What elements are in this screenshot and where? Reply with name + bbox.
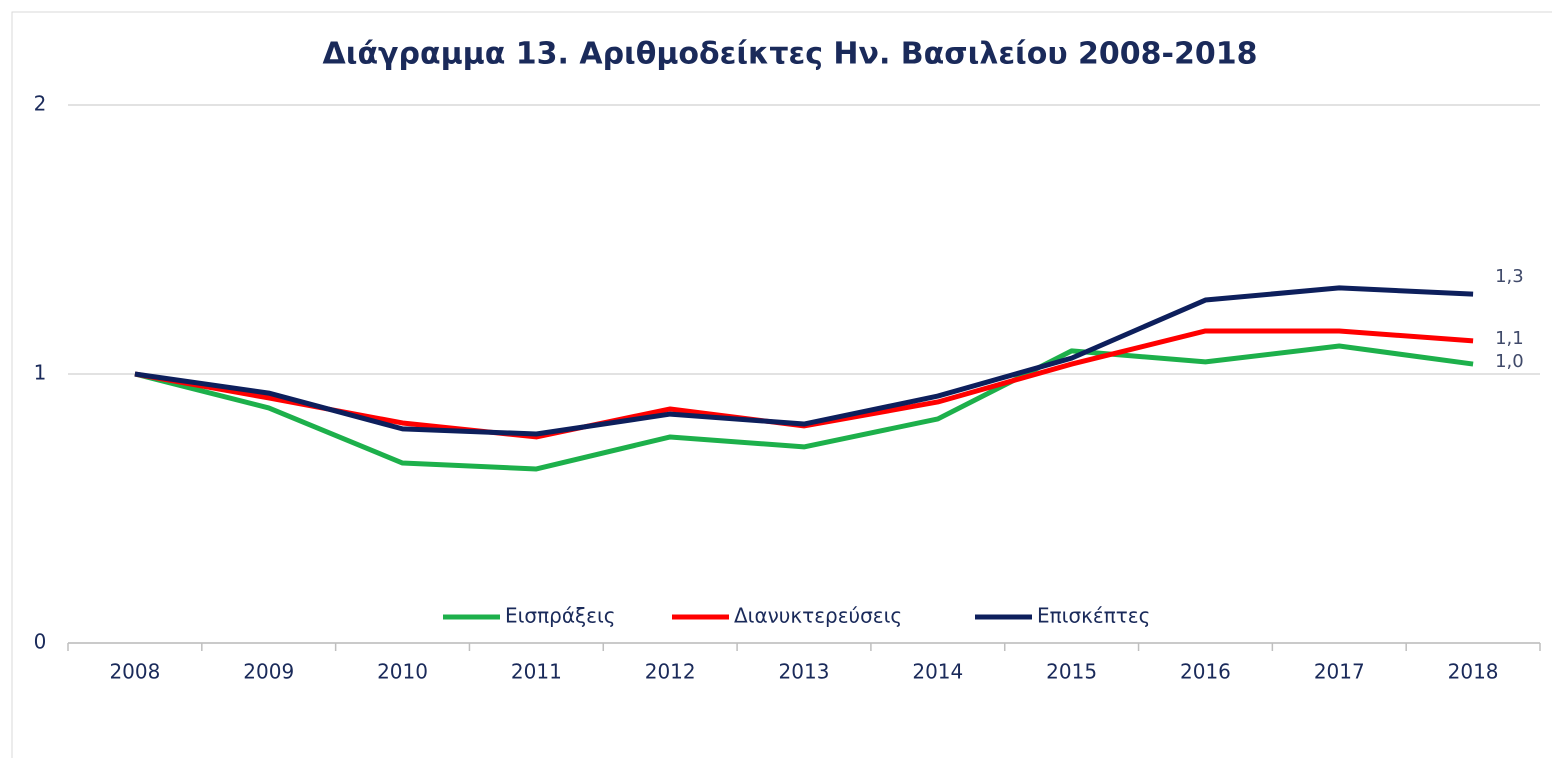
- x-tick-label: 2009: [243, 660, 294, 684]
- x-tick-label: 2013: [779, 660, 830, 684]
- x-tick-label: 2012: [645, 660, 696, 684]
- y-tick-label: 1: [34, 361, 47, 385]
- data-label: 1,0: [1495, 351, 1524, 372]
- series-line: [134, 285, 1474, 437]
- chart-frame: [11, 11, 1552, 758]
- legend-label: Διανυκτερεύσεις: [734, 604, 902, 628]
- data-label: 1,3: [1495, 266, 1524, 287]
- x-tick-label: 2010: [377, 660, 428, 684]
- x-tick-label: 2015: [1046, 660, 1097, 684]
- series-line: [134, 343, 1474, 472]
- data-label: 1,1: [1495, 328, 1524, 349]
- legend-label: Εισπράξεις: [505, 604, 615, 628]
- x-tick-label: 2014: [912, 660, 963, 684]
- chart-title: Διάγραμμα 13. Αριθμοδείκτες Ην. Βασιλείο…: [323, 37, 1258, 72]
- legend-label: Επισκέπτες: [1037, 604, 1150, 628]
- series-line: [134, 328, 1474, 440]
- x-tick-label: 2016: [1180, 660, 1231, 684]
- x-tick-label: 2018: [1448, 660, 1499, 684]
- x-tick-label: 2017: [1314, 660, 1365, 684]
- x-tick-label: 2011: [511, 660, 562, 684]
- y-tick-label: 0: [34, 630, 47, 654]
- y-tick-label: 2: [34, 92, 47, 116]
- x-tick-label: 2008: [109, 660, 160, 684]
